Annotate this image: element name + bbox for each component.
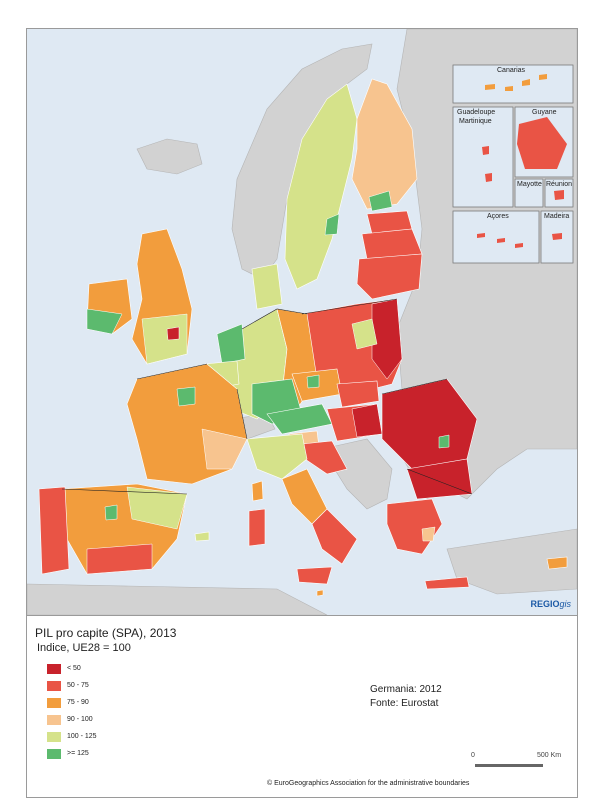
- regiogis-logo: REGIOgis: [530, 599, 571, 609]
- legend-label: 50 - 75: [67, 682, 89, 690]
- portugal: [38, 486, 70, 575]
- inset-guadeloupe-martinique: [452, 106, 514, 208]
- logo-prefix: REGIO: [530, 599, 560, 609]
- legend-swatch: [47, 714, 61, 725]
- legend-swatch: [47, 731, 61, 742]
- ireland-south: [86, 308, 123, 335]
- france-southeast: [201, 428, 248, 470]
- legend-item: >= 125: [47, 745, 89, 759]
- madrid: [104, 504, 118, 521]
- sardinia: [248, 508, 266, 547]
- balearic: [194, 531, 210, 542]
- paris: [176, 386, 196, 407]
- helsinki: [368, 190, 393, 212]
- legend-item: 50 - 75: [47, 677, 89, 691]
- scale-bar-line: [475, 764, 543, 767]
- note-source: Fonte: Eurostat: [370, 698, 439, 709]
- denmark: [251, 263, 283, 310]
- national-borders: [61, 298, 473, 495]
- lithuania: [356, 253, 423, 300]
- choropleth-map: Canarias Guadeloupe Martinique Guyane Ma…: [27, 29, 577, 616]
- legend-swatch: [47, 748, 61, 759]
- uk-south: [141, 313, 188, 365]
- inset-label-guyane: Guyane: [532, 109, 557, 116]
- hungary-east: [351, 403, 383, 438]
- legend-swatch: [47, 663, 61, 674]
- prague: [306, 374, 320, 389]
- legend-label: < 50: [67, 665, 81, 673]
- legend-label: 100 - 125: [67, 733, 97, 741]
- legend-item: 75 - 90: [47, 694, 89, 708]
- inset-label-guadeloupe: Guadeloupe: [457, 109, 496, 116]
- italy-south: [311, 508, 358, 565]
- legend-item: 100 - 125: [47, 728, 97, 742]
- slovakia: [336, 380, 380, 408]
- copyright-notice: © EuroGeographics Association for the ad…: [267, 780, 470, 787]
- inset-label-mayotte: Mayotte: [517, 181, 542, 188]
- netherlands: [216, 323, 246, 365]
- malta: [316, 589, 324, 597]
- inset-acores: [452, 210, 540, 264]
- legend-item: < 50: [47, 660, 81, 674]
- guadeloupe-shape: [482, 146, 492, 182]
- scale-zero-label: 0: [471, 752, 475, 759]
- non-eu-africa: [27, 583, 328, 615]
- legend-title: PIL pro capite (SPA), 2013: [35, 626, 177, 640]
- athens: [421, 526, 436, 542]
- madeira-shape: [552, 233, 562, 240]
- legend-item: 90 - 100: [47, 711, 93, 725]
- iceland: [136, 138, 203, 175]
- inset-canarias: [452, 64, 574, 104]
- inset-label-reunion: Réunion: [546, 181, 573, 188]
- greece: [386, 498, 443, 555]
- canarias-islands: [485, 74, 547, 91]
- inset-label-acores: Açores: [487, 213, 509, 220]
- inset-label-madeira: Madeira: [544, 213, 570, 220]
- reunion-shape: [554, 190, 564, 200]
- italy-north: [246, 433, 308, 480]
- cyprus: [546, 556, 568, 570]
- inset-label-martinique: Martinique: [459, 118, 492, 125]
- inset-label-canarias: Canarias: [497, 67, 526, 74]
- europe-map-svg: [27, 29, 577, 615]
- inset-mayotte: [514, 178, 544, 208]
- legend-label: >= 125: [67, 750, 89, 758]
- legend-swatch: [47, 680, 61, 691]
- scale-max-label: 500 Km: [537, 752, 562, 759]
- sicily: [296, 566, 333, 585]
- sweden: [284, 83, 358, 290]
- spain-south: [86, 543, 153, 575]
- guyane-shape: [517, 117, 567, 169]
- corsica: [251, 480, 264, 502]
- logo-suffix: gis: [559, 599, 571, 609]
- non-eu-turkey: [446, 528, 577, 595]
- legend-panel: PIL pro capite (SPA), 2013 Indice, UE28 …: [27, 616, 577, 797]
- stockholm: [324, 213, 340, 236]
- acores-islands: [477, 233, 523, 248]
- legend-swatch: [47, 697, 61, 708]
- legend-label: 75 - 90: [67, 699, 89, 707]
- bucharest: [438, 434, 450, 449]
- legend-label: 90 - 100: [67, 716, 93, 724]
- legend-subtitle: Indice, UE28 = 100: [37, 642, 131, 654]
- crete: [424, 576, 470, 590]
- finland: [351, 78, 418, 210]
- note-germany: Germania: 2012: [370, 684, 442, 695]
- london: [166, 326, 180, 341]
- spain-northeast: [126, 486, 188, 530]
- warsaw: [351, 318, 378, 350]
- map-figure: Canarias Guadeloupe Martinique Guyane Ma…: [26, 28, 578, 798]
